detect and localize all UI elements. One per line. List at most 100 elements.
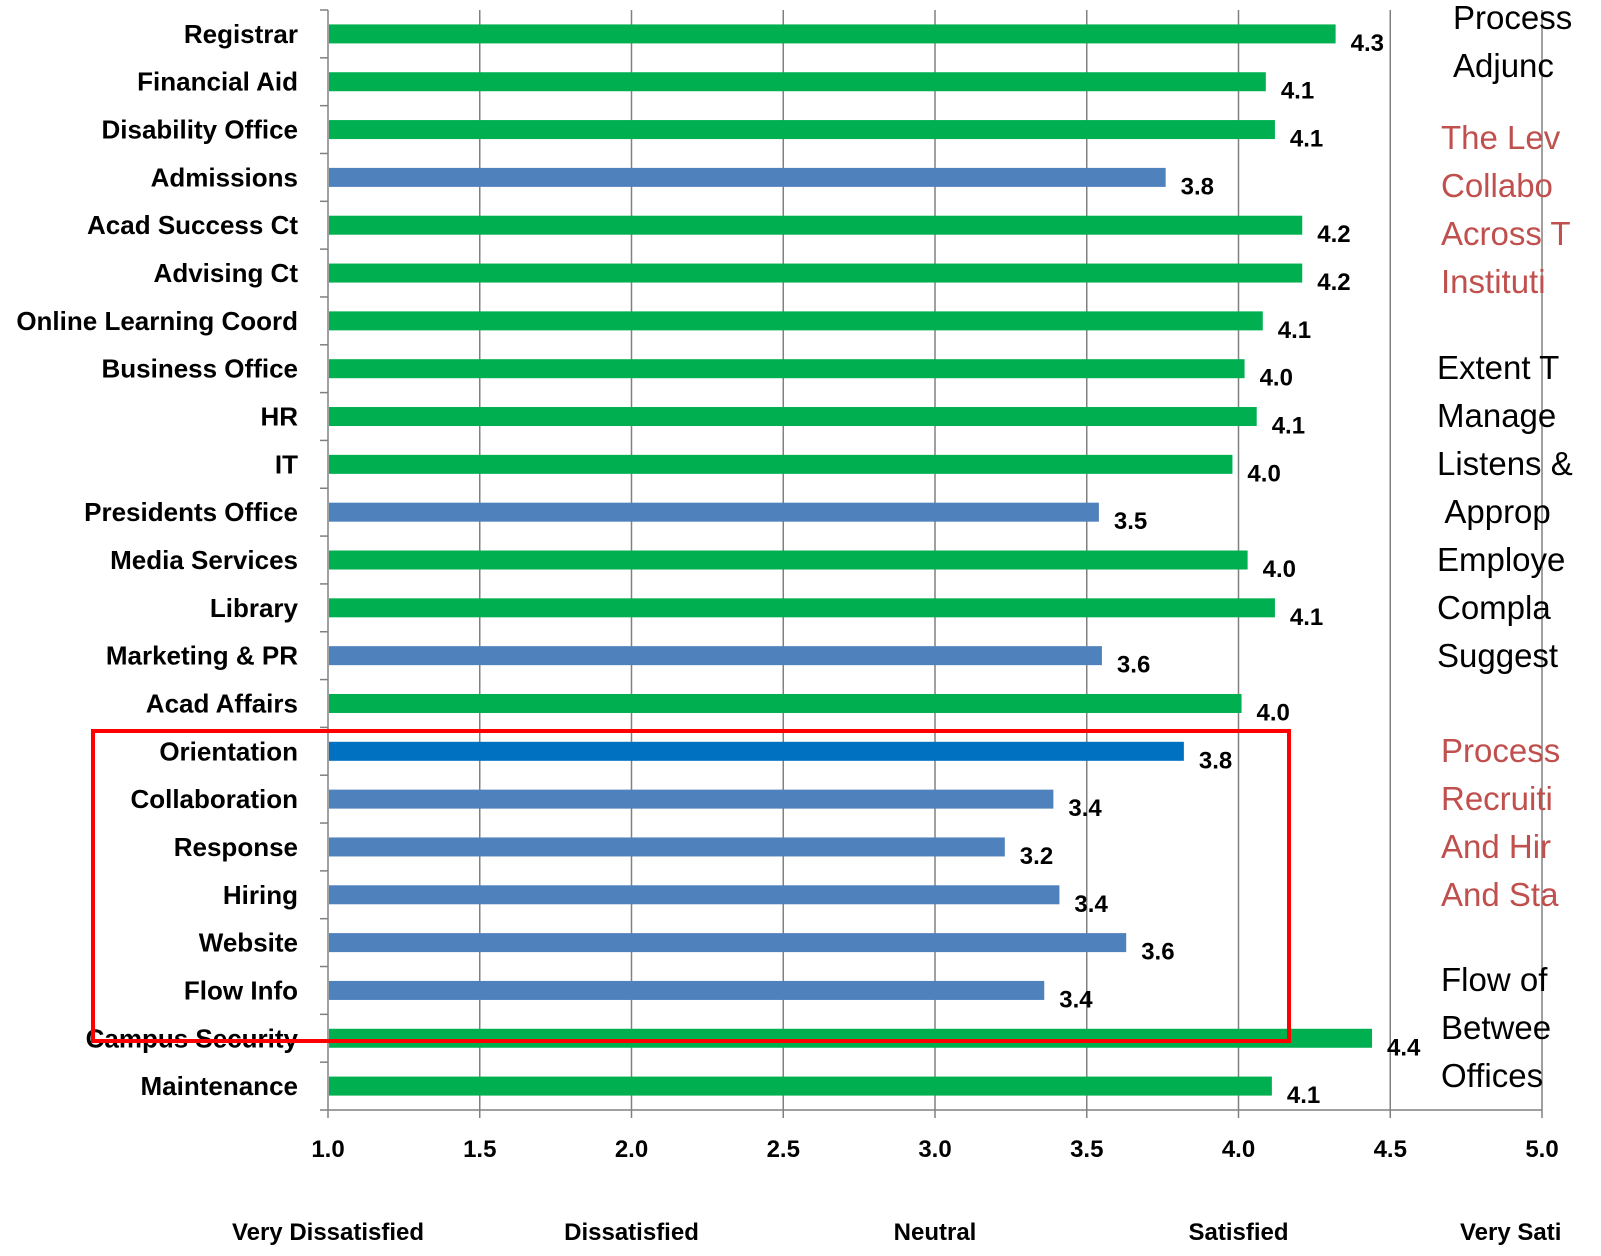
category-label: Orientation: [159, 736, 298, 766]
value-label: 4.4: [1387, 1034, 1421, 1061]
value-label: 4.2: [1317, 221, 1350, 248]
category-label: Acad Affairs: [146, 688, 298, 718]
bar-hiring: [329, 885, 1060, 905]
bar-business-office: [329, 359, 1245, 379]
note-management-listens: Extent T Manage Listens & Approp Employe…: [1437, 344, 1573, 680]
note-line: Betwee: [1441, 1009, 1552, 1046]
note-flow-info: Flow of Betwee Offices: [1441, 956, 1551, 1100]
note-line: Offices: [1441, 1057, 1544, 1094]
highlight-box: [91, 729, 1291, 1043]
value-label: 4.0: [1247, 460, 1280, 487]
note-line: And Sta: [1441, 876, 1559, 913]
value-label: 3.4: [1074, 891, 1108, 918]
category-label: Online Learning Coord: [16, 306, 298, 336]
bar-library: [329, 598, 1275, 618]
x-tick-label: 1.0: [311, 1136, 344, 1163]
bar-registrar: [329, 24, 1336, 44]
bar-it: [329, 454, 1233, 474]
value-label: 4.0: [1263, 556, 1296, 583]
labels: 1.0 1.5 2.0 2.5 3.0 3.5 4.0 4.5 5.0 Registrar 4.3 F…: [16, 19, 1561, 1246]
bar-admissions: [329, 167, 1166, 187]
bar-presidents-office: [329, 502, 1099, 522]
category-label: Advising Ct: [154, 258, 299, 288]
value-label: 3.8: [1199, 747, 1232, 774]
value-label: 4.1: [1290, 604, 1323, 631]
bar-collaboration: [329, 789, 1054, 809]
note-line: Instituti: [1441, 263, 1546, 300]
note-line: Collabo: [1441, 167, 1553, 204]
bar-disability-office: [329, 120, 1275, 140]
x-tick-label: 3.5: [1070, 1136, 1103, 1163]
category-label: Maintenance: [141, 1071, 299, 1101]
category-label: Media Services: [110, 545, 298, 575]
rating-label: Dissatisfied: [564, 1219, 699, 1246]
category-label: Flow Info: [184, 975, 298, 1005]
value-label: 4.2: [1317, 269, 1350, 296]
rating-label: Very Sati: [1460, 1219, 1561, 1246]
category-label: Registrar: [184, 19, 298, 49]
value-label: 4.1: [1278, 317, 1311, 344]
note-line: Employe: [1437, 541, 1566, 578]
category-label: Collaboration: [130, 784, 298, 814]
category-label: Admissions: [151, 162, 298, 192]
note-line: Process: [1441, 732, 1561, 769]
value-label: 4.1: [1281, 78, 1314, 105]
note-line: Compla: [1437, 589, 1551, 626]
x-tick-label: 4.0: [1222, 1136, 1255, 1163]
value-label: 3.5: [1114, 508, 1147, 535]
value-label: 3.8: [1181, 173, 1214, 200]
bar-response: [329, 837, 1005, 857]
value-label: 4.1: [1272, 413, 1305, 440]
category-label: IT: [275, 449, 298, 479]
note-line: Extent T: [1437, 349, 1560, 386]
note-line: Recruiti: [1441, 780, 1553, 817]
value-label: 4.0: [1257, 699, 1290, 726]
category-label: Hiring: [223, 880, 298, 910]
value-label: 3.6: [1117, 652, 1150, 679]
bar-online-learning-coord: [329, 311, 1263, 331]
bar-media-services: [329, 550, 1248, 570]
category-label: Acad Success Ct: [87, 210, 298, 240]
note-line: Manage: [1437, 397, 1557, 434]
category-label: Campus Security: [86, 1023, 299, 1053]
bar-hr: [329, 407, 1257, 427]
note-level-collaboration: The Lev Collabo Across T Instituti: [1441, 114, 1571, 306]
value-label: 4.1: [1287, 1082, 1320, 1109]
note-line: And Hir: [1441, 828, 1552, 865]
category-label: Business Office: [101, 354, 298, 384]
bar-campus-security: [329, 1028, 1373, 1048]
x-tick-label: 4.5: [1374, 1136, 1407, 1163]
note-line: Listens &: [1437, 445, 1573, 482]
bar-acad-success-ct: [329, 215, 1303, 235]
note-line: Across T: [1441, 215, 1571, 252]
x-tick-label: 1.5: [463, 1136, 496, 1163]
bar-acad-affairs: [329, 693, 1242, 713]
value-label: 3.4: [1068, 795, 1102, 822]
category-label: Response: [174, 832, 298, 862]
note-line: The Lev: [1441, 119, 1561, 156]
bar-advising-ct: [329, 263, 1303, 283]
category-label: Presidents Office: [84, 497, 298, 527]
note-recruiting-hiring: Process Recruiti And Hir And Sta: [1441, 727, 1560, 919]
note-line: Flow of: [1441, 961, 1548, 998]
rating-label: Neutral: [894, 1219, 977, 1246]
category-label: Website: [199, 928, 298, 958]
category-label: Marketing & PR: [106, 641, 298, 671]
bar-marketing-pr: [329, 646, 1102, 666]
x-tick-label: 5.0: [1525, 1136, 1558, 1163]
rating-label: Satisfied: [1188, 1219, 1288, 1246]
bar-website: [329, 933, 1127, 953]
bar-orientation: [329, 741, 1184, 761]
value-label: 3.6: [1141, 939, 1174, 966]
note-process-adjunct: Process Adjunc: [1453, 0, 1572, 90]
bar-financial-aid: [329, 72, 1266, 92]
note-line: Adjunc: [1453, 47, 1554, 84]
category-label: HR: [260, 402, 298, 432]
value-label: 4.1: [1290, 126, 1323, 153]
rating-label: Very Dissatisfied: [232, 1219, 424, 1246]
bar-flow-info: [329, 980, 1045, 1000]
category-label: Disability Office: [102, 115, 299, 145]
note-line: Suggest: [1437, 637, 1559, 674]
bar-maintenance: [329, 1076, 1272, 1096]
